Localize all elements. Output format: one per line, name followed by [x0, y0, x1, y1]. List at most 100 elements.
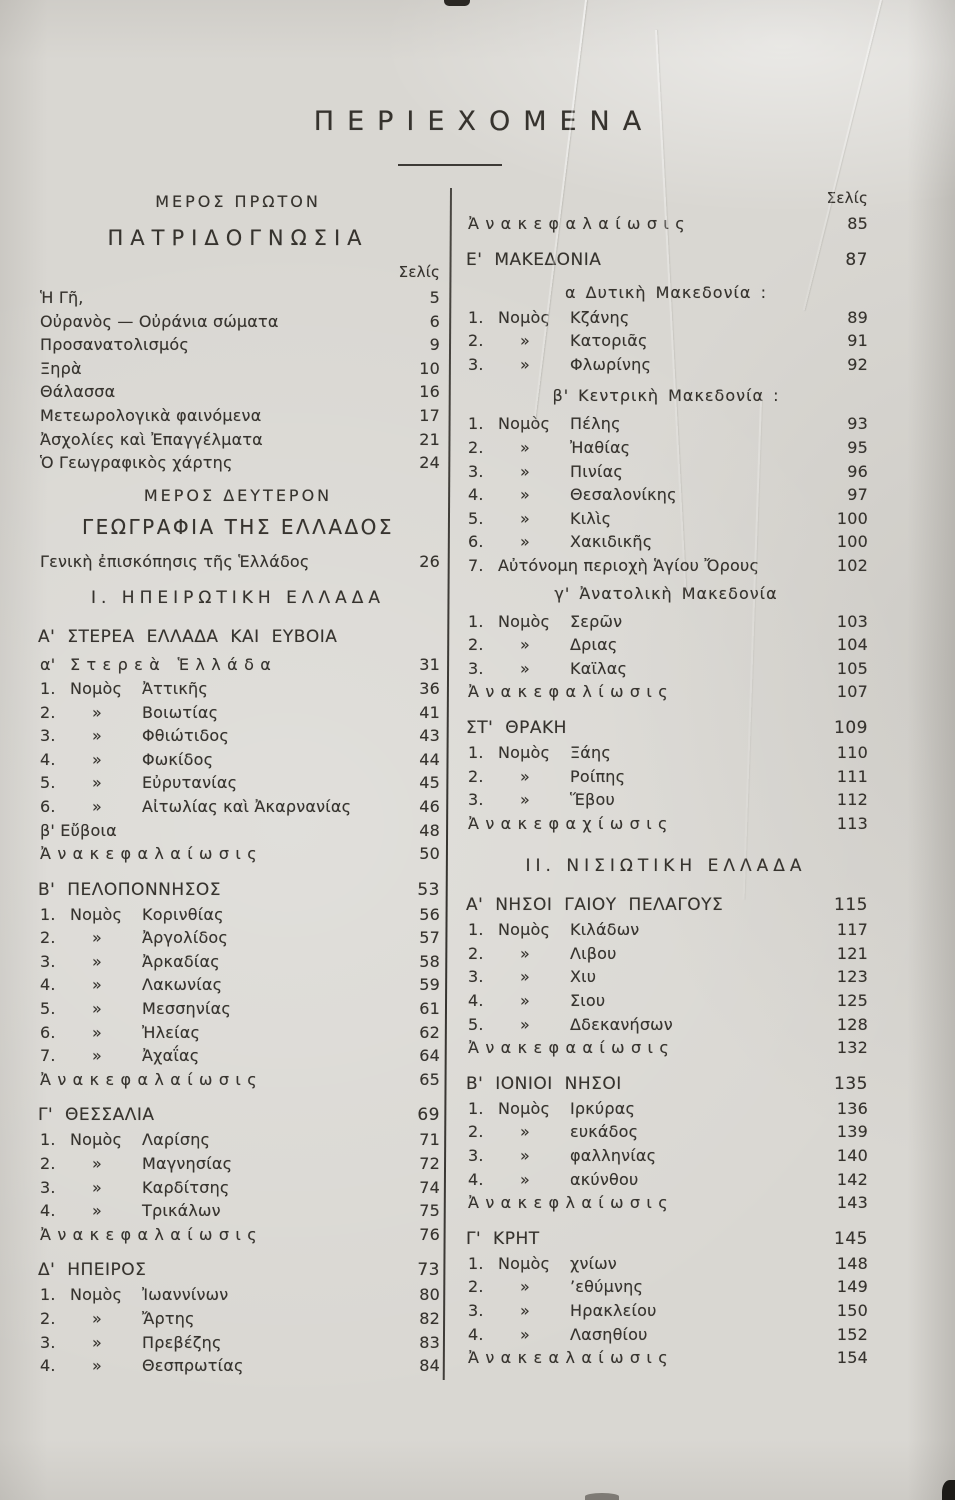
page-column-label: Σελίς [36, 262, 440, 283]
toc-entry: 2. » Λιβου 121 [464, 942, 932, 966]
ditto-mark: » [92, 1332, 102, 1352]
toc-entry: 3. » Ἕβου 112 [464, 788, 932, 812]
entry-number: 1. [468, 920, 484, 940]
entry-number: 5. [40, 773, 56, 793]
entry-label: Αἰτωλίας καὶ Ἀκαρνανίας [142, 796, 352, 816]
nomos-label: Νομὸς [70, 904, 123, 924]
entry-label: Σερῶν [570, 611, 623, 631]
toc-summary-entry: Ἀνακεφαλαίωσις 65 [36, 1068, 440, 1092]
page-number: 111 [836, 766, 868, 786]
ditto-mark: » [520, 790, 530, 810]
entry-number: 4. [40, 749, 56, 769]
page-number: 96 [847, 461, 868, 481]
toc-entry: 2. » Δριας 104 [464, 633, 932, 657]
page-number: 93 [847, 414, 868, 434]
entry-label: Προσανατολισμός [40, 335, 189, 355]
toc-entry: 1. Νομὸς Ἰωαννίνων 80 [36, 1283, 440, 1307]
page-number: 123 [836, 967, 868, 987]
toc-summary-entry: Ἀνακεφαλαίωσις 76 [36, 1223, 440, 1247]
toc-section: Β' ΙΟΝΙΟΙ ΝΗΣΟΙ 135 [464, 1071, 932, 1097]
ditto-mark: » [92, 1154, 102, 1174]
page-number: 80 [419, 1285, 440, 1305]
right-column: Σελίς Ἀνακεφαλαίωσις 85 Ε' ΜΑΚΕΔΟΝΙΑ 87 α Δυτ… [464, 188, 932, 1370]
toc-entry: 2. » Μαγνησίας 72 [36, 1152, 440, 1176]
entry-label: Πρεβέζης [142, 1332, 222, 1352]
toc-section: Δ' ΗΠΕΙΡΟΣ 73 [36, 1257, 440, 1283]
heading-label: ΜΕΡΟΣ ΔΕΥΤΕΡΟΝ [143, 485, 333, 505]
toc-entry: 1. Νομὸς Κιλάδων 117 [464, 918, 932, 942]
ditto-mark: » [92, 702, 102, 722]
entry-label: Ἀνακεφαλαίωσις [40, 844, 263, 864]
entry-label: Δ' ΗΠΕΙΡΟΣ [38, 1260, 147, 1281]
page-number: 110 [836, 742, 868, 762]
entry-number: 2. [40, 702, 56, 722]
toc-entry: Οὐρανὸς — Οὐράνια σώματα 6 [36, 310, 440, 334]
nomos-label: Νομὸς [498, 611, 551, 631]
entry-number: 3. [468, 461, 484, 481]
toc-section: Β' ΠΕΛΟΠΟΝΝΗΣΟΣ 53 [36, 877, 440, 903]
toc-section: Γ' ΚΡΗΤ 145 [464, 1226, 932, 1252]
page-number: 82 [419, 1309, 440, 1328]
page-number: 21 [419, 429, 440, 449]
toc-entry: 4. » Λασηθίου 152 [464, 1323, 932, 1347]
page-number: 16 [419, 382, 440, 402]
page-number: 154 [836, 1348, 868, 1368]
page-number: 112 [836, 790, 868, 810]
ditto-mark: » [92, 749, 102, 769]
entry-label: Ἀνακεφαλαίωσις [468, 214, 691, 233]
ditto-mark: » [520, 658, 530, 678]
page-title: ΠΕΡΙΕΧΟΜΕΝΑ [313, 106, 655, 137]
ink-mark-bottom [585, 1493, 619, 1500]
toc-section: Α' ΝΗΣΟΙ ΓΑΙΟΥ ΠΕΛΑΓΟΥΣ 115 [464, 892, 932, 918]
entry-number: 2. [468, 1122, 484, 1142]
entry-label: φαλληνίας [570, 1146, 657, 1166]
ditto-mark: » [520, 1146, 530, 1166]
entry-label: Β' ΙΟΝΙΟΙ ΝΗΣΟΙ [466, 1073, 622, 1094]
toc-entry: Θάλασσα 16 [36, 380, 440, 404]
entry-number: 2. [468, 766, 484, 786]
toc-section-title: ΓΕΩΓΡΑΦΙΑ ΤΗΣ ΕΛΛΑΔΟΣ [36, 512, 440, 543]
entry-label: Θάλασσα [40, 382, 116, 402]
toc-entry: Ἀσχολίες καὶ Ἐπαγγέλματα 21 [36, 428, 440, 452]
entry-number: 2. [468, 1277, 484, 1297]
page-number: 87 [845, 249, 868, 270]
entry-label: Ἀσχολίες καὶ Ἐπαγγέλματα [40, 429, 263, 449]
toc-entry: 7. Αὐτόνομη περιοχὴ Ἁγίου Ὄρους 102 [464, 554, 932, 578]
ditto-mark: » [520, 354, 530, 374]
page-number: 50 [419, 844, 440, 864]
entry-label: Μεσσηνίας [142, 999, 231, 1019]
entry-label: Δδεκανήσων [570, 1014, 673, 1034]
entry-number: 4. [40, 1356, 56, 1376]
toc-entry: 5. » Μεσσηνίας 61 [36, 997, 440, 1021]
page-number: 46 [419, 796, 440, 816]
entry-number: 6. [40, 1022, 56, 1042]
ditto-mark: » [520, 1014, 530, 1034]
toc-entry: 2. » Ἠαθίας 95 [464, 436, 932, 460]
ditto-mark: » [92, 773, 102, 793]
entry-number: 4. [40, 975, 56, 995]
ditto-mark: » [92, 1356, 102, 1376]
toc-subheading: γ' Ἀνατολικὴ Μακεδονία [464, 581, 932, 607]
page-number: 36 [419, 678, 440, 698]
page-column-label: Σελίς [464, 188, 932, 209]
ditto-mark: » [520, 508, 530, 528]
toc-section: ΣΤ' ΘΡΑΚΗ 109 [464, 715, 932, 741]
toc-entry: 5. » Δδεκανήσων 128 [464, 1013, 932, 1037]
page-number: 83 [419, 1332, 440, 1352]
toc-group-heading: ΙΙ. ΝΙΣΙΩΤΙΚΗ ΕΛΛΑΔΑ [464, 852, 932, 881]
entry-label: Τρικάλων [142, 1201, 221, 1221]
entry-label: Πινίας [570, 461, 623, 481]
toc-section: Α' ΣΤΕΡΕΑ ΕΛΛΑΔΑ ΚΑΙ ΕΥΒΟΙΑ [36, 624, 440, 650]
ditto-mark: » [92, 1046, 102, 1066]
toc-entry: Ὁ Γεωγραφικὸς χάρτης 24 [36, 451, 440, 475]
toc-entry: 2. » Βοιωτίας 41 [36, 701, 440, 725]
entry-label: Ἄρτης [142, 1309, 195, 1328]
entry-label: Ὁ Γεωγραφικὸς χάρτης [40, 453, 233, 473]
page-number: 104 [836, 635, 868, 655]
title-underline [398, 164, 502, 166]
toc-entry: 4. » Τρικάλων 75 [36, 1199, 440, 1223]
entry-label: Καρδίτσης [142, 1177, 230, 1197]
entry-number: 6. [468, 532, 484, 552]
toc-entry: 1. Νομὸς Λαρίσης 71 [36, 1128, 440, 1152]
page-number: 64 [419, 1046, 440, 1066]
